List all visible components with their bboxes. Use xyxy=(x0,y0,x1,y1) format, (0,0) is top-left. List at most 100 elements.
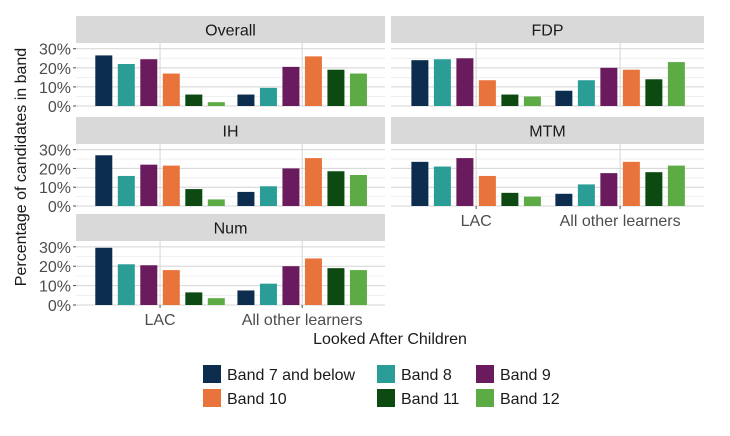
legend-label: Band 12 xyxy=(500,391,560,408)
bar xyxy=(304,56,322,106)
bar xyxy=(237,191,255,206)
legend-label: Band 10 xyxy=(227,391,287,408)
bar xyxy=(237,290,255,305)
bar xyxy=(207,199,225,206)
y-tick-label: 10% xyxy=(39,180,71,197)
bar xyxy=(411,60,429,106)
bar xyxy=(555,90,573,106)
bar xyxy=(577,184,595,206)
legend-swatch xyxy=(377,389,395,407)
legend-label: Band 9 xyxy=(500,367,551,384)
bar xyxy=(622,161,640,206)
bar xyxy=(117,264,135,305)
bar xyxy=(501,192,519,206)
y-tick-label: 10% xyxy=(39,279,71,296)
legend-swatch xyxy=(203,365,221,383)
bar xyxy=(95,155,113,206)
legend-label: Band 7 and below xyxy=(227,367,356,384)
bar xyxy=(259,87,277,106)
bar xyxy=(501,94,519,106)
bar xyxy=(207,298,225,305)
bar xyxy=(349,175,367,206)
y-tick-label: 10% xyxy=(39,80,71,97)
bar xyxy=(95,55,113,106)
y-tick-label: 0% xyxy=(48,199,71,216)
y-tick-label: 30% xyxy=(39,143,71,160)
x-tick-label: LAC xyxy=(144,312,175,329)
bar xyxy=(207,102,225,106)
bar xyxy=(523,96,541,106)
facet-title: FDP xyxy=(532,23,564,40)
y-tick-label: 0% xyxy=(48,298,71,315)
bar xyxy=(433,166,451,206)
facet-strip xyxy=(76,214,385,241)
facet-strip xyxy=(76,16,385,43)
bar xyxy=(456,158,474,206)
y-tick-label: 0% xyxy=(48,99,71,116)
y-tick-label: 20% xyxy=(39,161,71,178)
bar xyxy=(622,69,640,106)
bar xyxy=(140,164,158,206)
bar xyxy=(304,258,322,305)
x-tick-label: All other learners xyxy=(560,213,681,230)
bar xyxy=(185,94,203,106)
bar xyxy=(411,161,429,206)
y-tick-label: 30% xyxy=(39,42,71,59)
x-tick-label: LAC xyxy=(461,213,492,230)
bar xyxy=(667,62,685,106)
bar xyxy=(117,175,135,206)
bar xyxy=(95,247,113,305)
bar xyxy=(282,66,300,106)
legend-label: Band 11 xyxy=(401,391,460,408)
legend-swatch xyxy=(476,389,494,407)
bar xyxy=(577,80,595,106)
legend-swatch xyxy=(203,389,221,407)
legend-swatch xyxy=(476,365,494,383)
bar xyxy=(478,175,496,206)
x-tick-label: All other learners xyxy=(242,312,363,329)
bar xyxy=(349,270,367,305)
y-axis-title: Percentage of candidates in band xyxy=(13,48,30,286)
bar xyxy=(456,58,474,106)
bar xyxy=(259,283,277,305)
bar xyxy=(523,196,541,206)
bar xyxy=(162,165,180,206)
bar xyxy=(282,168,300,206)
bar xyxy=(349,73,367,106)
bar xyxy=(478,80,496,106)
bar xyxy=(600,67,618,106)
bar xyxy=(327,268,345,305)
bar xyxy=(162,270,180,305)
facet-strip xyxy=(391,117,704,144)
facet-title: IH xyxy=(223,124,239,141)
x-axis-title: Looked After Children xyxy=(313,331,467,348)
bar xyxy=(185,189,203,206)
bar xyxy=(162,73,180,106)
facet-title: Overall xyxy=(205,23,256,40)
bar xyxy=(327,171,345,206)
bar xyxy=(645,79,663,106)
y-tick-label: 30% xyxy=(39,240,71,257)
bar xyxy=(433,59,451,106)
facet-title: Num xyxy=(214,221,248,238)
bar xyxy=(259,186,277,206)
bar xyxy=(304,158,322,206)
bar xyxy=(555,193,573,206)
bar xyxy=(645,172,663,206)
facet-strip xyxy=(391,16,704,43)
bar xyxy=(117,64,135,106)
legend-label: Band 8 xyxy=(401,367,452,384)
facet-title: MTM xyxy=(529,124,565,141)
bar xyxy=(327,69,345,106)
facet-strip xyxy=(76,117,385,144)
bar xyxy=(140,59,158,106)
bar xyxy=(600,173,618,206)
bar xyxy=(140,265,158,305)
legend-swatch xyxy=(377,365,395,383)
bar xyxy=(185,292,203,305)
y-tick-label: 20% xyxy=(39,61,71,78)
bar xyxy=(667,165,685,206)
y-tick-label: 20% xyxy=(39,259,71,276)
bar xyxy=(282,266,300,305)
